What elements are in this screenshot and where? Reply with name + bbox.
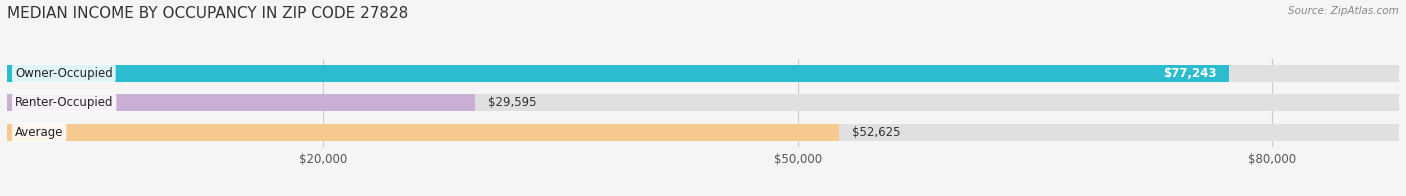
Bar: [7, 124, 839, 141]
Bar: [7, 94, 475, 112]
Text: Renter-Occupied: Renter-Occupied: [15, 96, 114, 109]
Text: $52,625: $52,625: [852, 126, 901, 139]
Text: $77,243: $77,243: [1163, 67, 1216, 80]
Text: Average: Average: [15, 126, 63, 139]
Text: MEDIAN INCOME BY OCCUPANCY IN ZIP CODE 27828: MEDIAN INCOME BY OCCUPANCY IN ZIP CODE 2…: [7, 6, 408, 21]
Bar: [7, 124, 1399, 141]
Bar: [7, 94, 1399, 112]
Text: $29,595: $29,595: [488, 96, 536, 109]
Bar: [7, 65, 1399, 82]
Text: Owner-Occupied: Owner-Occupied: [15, 67, 112, 80]
Bar: [7, 65, 1229, 82]
Text: Source: ZipAtlas.com: Source: ZipAtlas.com: [1288, 6, 1399, 16]
